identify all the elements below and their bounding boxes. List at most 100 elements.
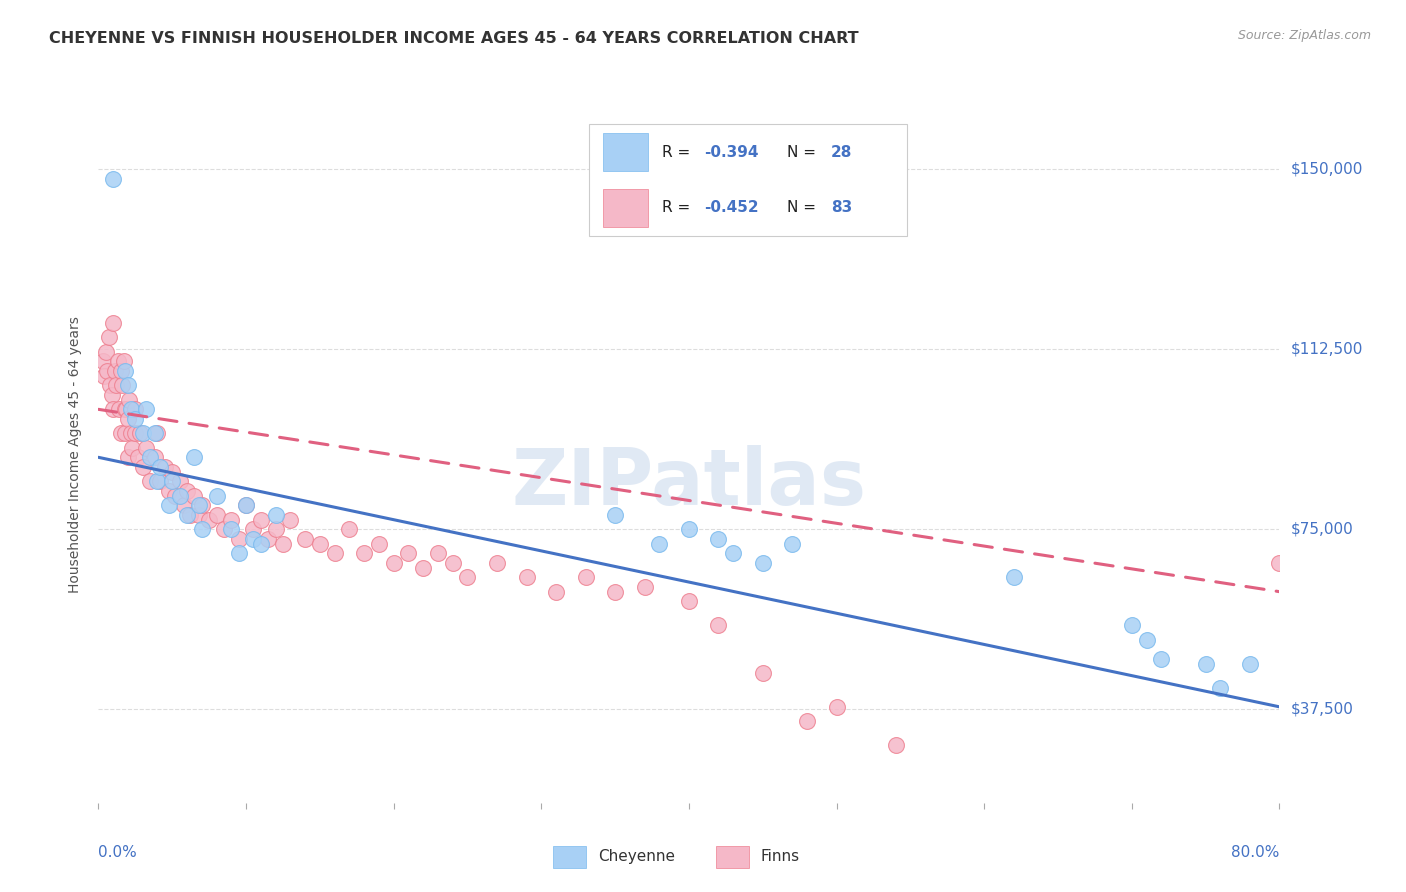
Point — [796, 714, 818, 729]
Point — [117, 412, 139, 426]
Point — [149, 459, 172, 474]
Point — [143, 426, 166, 441]
Point — [132, 426, 155, 441]
Point — [146, 475, 169, 489]
Point — [721, 546, 744, 560]
Text: R =: R = — [662, 145, 695, 160]
Point — [486, 556, 509, 570]
Point — [1002, 570, 1025, 584]
Point — [605, 508, 627, 522]
Point — [114, 402, 136, 417]
Point — [100, 388, 122, 402]
Point — [678, 594, 700, 608]
Point — [97, 330, 120, 344]
Point — [707, 532, 730, 546]
Point — [146, 426, 169, 441]
Point — [157, 498, 180, 512]
Point — [427, 546, 450, 560]
Point — [162, 475, 183, 489]
Point — [127, 450, 149, 465]
Point — [128, 426, 150, 441]
Point — [149, 475, 172, 489]
Text: ZIPatlas: ZIPatlas — [512, 445, 866, 521]
Point — [456, 570, 478, 584]
Point — [191, 522, 214, 536]
Point — [135, 402, 157, 417]
Point — [117, 378, 139, 392]
Point — [250, 513, 273, 527]
Point — [139, 475, 162, 489]
Point — [103, 172, 125, 186]
Text: N =: N = — [787, 145, 821, 160]
Point — [212, 522, 235, 536]
Point — [157, 483, 180, 498]
Point — [91, 354, 114, 368]
Point — [219, 522, 242, 536]
FancyBboxPatch shape — [553, 846, 586, 868]
Point — [396, 546, 419, 560]
Point — [124, 412, 146, 426]
Point — [183, 450, 205, 465]
Point — [353, 546, 375, 560]
Text: $150,000: $150,000 — [1291, 162, 1362, 177]
Point — [173, 498, 195, 512]
Point — [114, 364, 136, 378]
Text: R =: R = — [662, 201, 695, 216]
Point — [678, 522, 700, 536]
Point — [242, 522, 264, 536]
Point — [574, 570, 596, 584]
Point — [257, 532, 280, 546]
Point — [544, 584, 567, 599]
Point — [368, 537, 391, 551]
Point — [1121, 618, 1143, 632]
Point — [103, 316, 125, 330]
Point — [108, 402, 131, 417]
Point — [235, 498, 257, 512]
Text: $112,500: $112,500 — [1291, 342, 1362, 357]
Text: Cheyenne: Cheyenne — [598, 849, 675, 863]
Point — [264, 508, 287, 522]
Point — [110, 426, 132, 441]
Point — [1268, 556, 1291, 570]
Text: -0.452: -0.452 — [704, 201, 759, 216]
Point — [242, 532, 264, 546]
Point — [337, 522, 360, 536]
Text: Finns: Finns — [761, 849, 800, 863]
Point — [105, 378, 128, 392]
Point — [382, 556, 405, 570]
Text: $37,500: $37,500 — [1291, 702, 1354, 717]
Point — [1135, 632, 1157, 647]
Point — [228, 532, 250, 546]
Text: 80.0%: 80.0% — [1232, 845, 1279, 860]
Point — [118, 392, 141, 407]
Point — [98, 378, 121, 392]
Point — [782, 537, 804, 551]
Point — [176, 483, 198, 498]
Point — [187, 498, 209, 512]
Point — [114, 426, 136, 441]
Point — [264, 522, 287, 536]
Point — [117, 450, 139, 465]
Text: -0.394: -0.394 — [704, 145, 759, 160]
Point — [219, 513, 242, 527]
Point — [124, 426, 146, 441]
Point — [441, 556, 464, 570]
Point — [294, 532, 316, 546]
Point — [93, 368, 115, 383]
Point — [751, 666, 773, 681]
Point — [235, 498, 257, 512]
Point — [169, 489, 191, 503]
Point — [135, 441, 157, 455]
Point — [139, 450, 162, 465]
Point — [228, 546, 250, 560]
Point — [605, 584, 627, 599]
Text: 83: 83 — [831, 201, 852, 216]
Point — [132, 459, 155, 474]
Y-axis label: Householder Income Ages 45 - 64 years: Householder Income Ages 45 - 64 years — [69, 317, 83, 593]
Point — [120, 426, 142, 441]
FancyBboxPatch shape — [603, 189, 648, 227]
Point — [751, 556, 773, 570]
Point — [205, 508, 228, 522]
Point — [94, 344, 117, 359]
Point — [143, 450, 166, 465]
